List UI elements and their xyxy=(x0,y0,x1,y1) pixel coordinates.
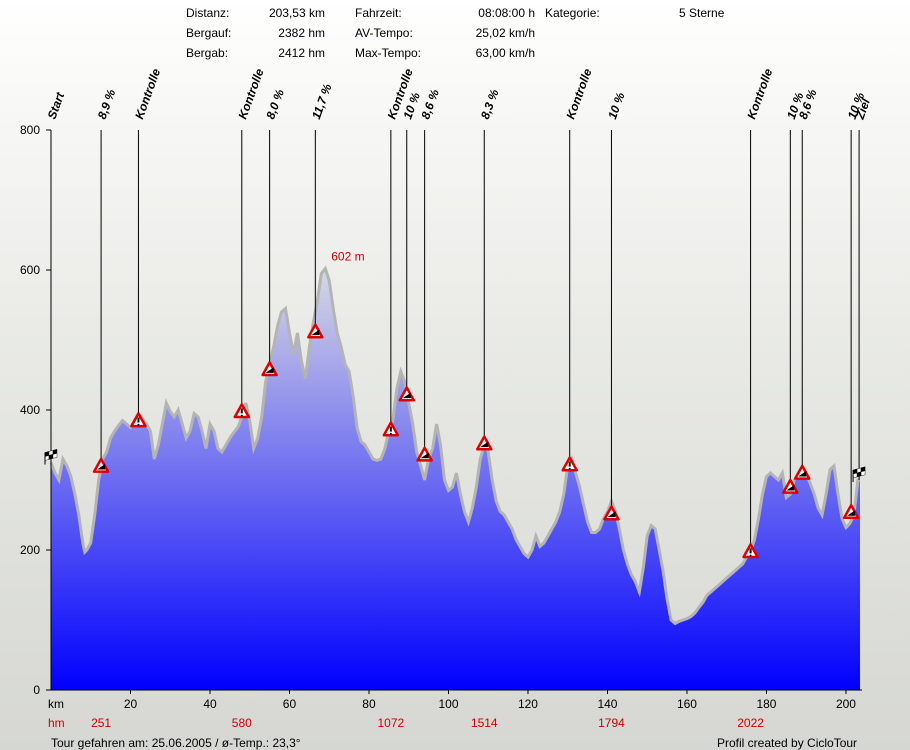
x-tick-label: 80 xyxy=(362,697,376,711)
marker-label: Kontrolle xyxy=(132,66,163,121)
marker-climb xyxy=(842,130,860,520)
y-tick-label: 600 xyxy=(20,263,40,277)
marker-label: Kontrolle xyxy=(563,66,594,121)
maxtempo-label: Max-Tempo: xyxy=(355,46,422,60)
marker-label: 8,3 % xyxy=(478,87,502,121)
marker-label: 11,7 % xyxy=(309,82,335,121)
climb-icon xyxy=(603,505,620,521)
marker-climb xyxy=(416,130,433,462)
checkered-flag-icon xyxy=(852,466,866,483)
marker-climb xyxy=(307,130,324,339)
y-tick-label: 200 xyxy=(20,543,40,557)
hm-value-label: 580 xyxy=(232,716,252,730)
y-tick-label: 400 xyxy=(20,403,40,417)
stats-panel: Distanz: 203,53 km Bergauf: 2382 hm Berg… xyxy=(0,0,910,70)
bergab-value: 2412 hm xyxy=(278,46,325,60)
tour-info: Tour gefahren am: 25.06.2005 / ø-Temp.: … xyxy=(51,736,301,750)
y-tick-label: 800 xyxy=(20,123,40,137)
x-tick-label: 180 xyxy=(756,697,776,711)
marker-climb xyxy=(793,130,811,480)
marker-control xyxy=(130,130,147,428)
marker-climb xyxy=(261,130,278,377)
marker-climb xyxy=(476,130,493,451)
x-tick-label: 200 xyxy=(836,697,856,711)
marker-flag xyxy=(852,130,866,483)
marker-label: Start xyxy=(45,90,68,121)
marker-climb xyxy=(782,130,799,494)
hm-value-label: 1072 xyxy=(377,716,404,730)
x-tick-label: 100 xyxy=(438,697,458,711)
distanz-label: Distanz: xyxy=(186,6,230,20)
marker-label: 8,0 % xyxy=(263,87,287,121)
checkered-flag-icon xyxy=(44,449,58,465)
fahrzeit-value: 08:08:00 h xyxy=(478,6,535,20)
peak-label: 602 m xyxy=(331,250,364,264)
marker-label: 8,6 % xyxy=(796,87,820,121)
hm-value-label: 251 xyxy=(91,716,111,730)
marker-label: 10 % xyxy=(605,90,628,121)
maxtempo-value: 63,00 km/h xyxy=(475,46,535,60)
elevation-outline xyxy=(49,265,860,626)
x-tick-label: 140 xyxy=(597,697,617,711)
avtempo-value: 25,02 km/h xyxy=(475,26,535,40)
marker-label: 8,6 % xyxy=(418,87,442,121)
distanz-value: 203,53 km xyxy=(268,6,325,20)
bergab-label: Bergab: xyxy=(186,46,229,60)
marker-label: 8,9 % xyxy=(95,87,119,121)
hm-value-label: 1514 xyxy=(471,716,498,730)
marker-control xyxy=(742,130,759,559)
hm-value-label: 1794 xyxy=(598,716,625,730)
marker-control xyxy=(382,130,400,437)
fahrzeit-label: Fahrzeit: xyxy=(355,6,402,20)
kategorie-value: 5 Sterne xyxy=(679,6,725,20)
credit-text: Profil created by CicloTour xyxy=(717,736,858,750)
marker-flag xyxy=(44,130,58,465)
y-tick-label: 0 xyxy=(33,683,40,697)
x-tick-label: 60 xyxy=(283,697,297,711)
kategorie-label: Kategorie: xyxy=(545,6,600,20)
marker-label: Kontrolle xyxy=(744,66,775,121)
climb-icon xyxy=(476,435,493,451)
hm-row-label: hm xyxy=(48,716,65,730)
marker-label: Kontrolle xyxy=(235,66,266,121)
x-tick-label: 120 xyxy=(518,697,538,711)
marker-climb xyxy=(92,130,110,473)
bergauf-label: Bergauf: xyxy=(186,26,232,40)
marker-control xyxy=(561,130,578,472)
x-tick-label: 20 xyxy=(124,697,138,711)
bergauf-value: 2382 hm xyxy=(278,26,325,40)
marker-climb xyxy=(398,130,415,402)
x-tick-label: 40 xyxy=(203,697,217,711)
avtempo-label: AV-Tempo: xyxy=(355,26,413,40)
hm-value-label: 2022 xyxy=(737,716,764,730)
climb-icon xyxy=(416,446,433,462)
x-tick-label: 160 xyxy=(677,697,697,711)
x-unit-label: km xyxy=(48,697,64,711)
climb-icon xyxy=(793,464,811,480)
marker-control xyxy=(233,130,251,419)
marker-climb xyxy=(603,130,620,521)
